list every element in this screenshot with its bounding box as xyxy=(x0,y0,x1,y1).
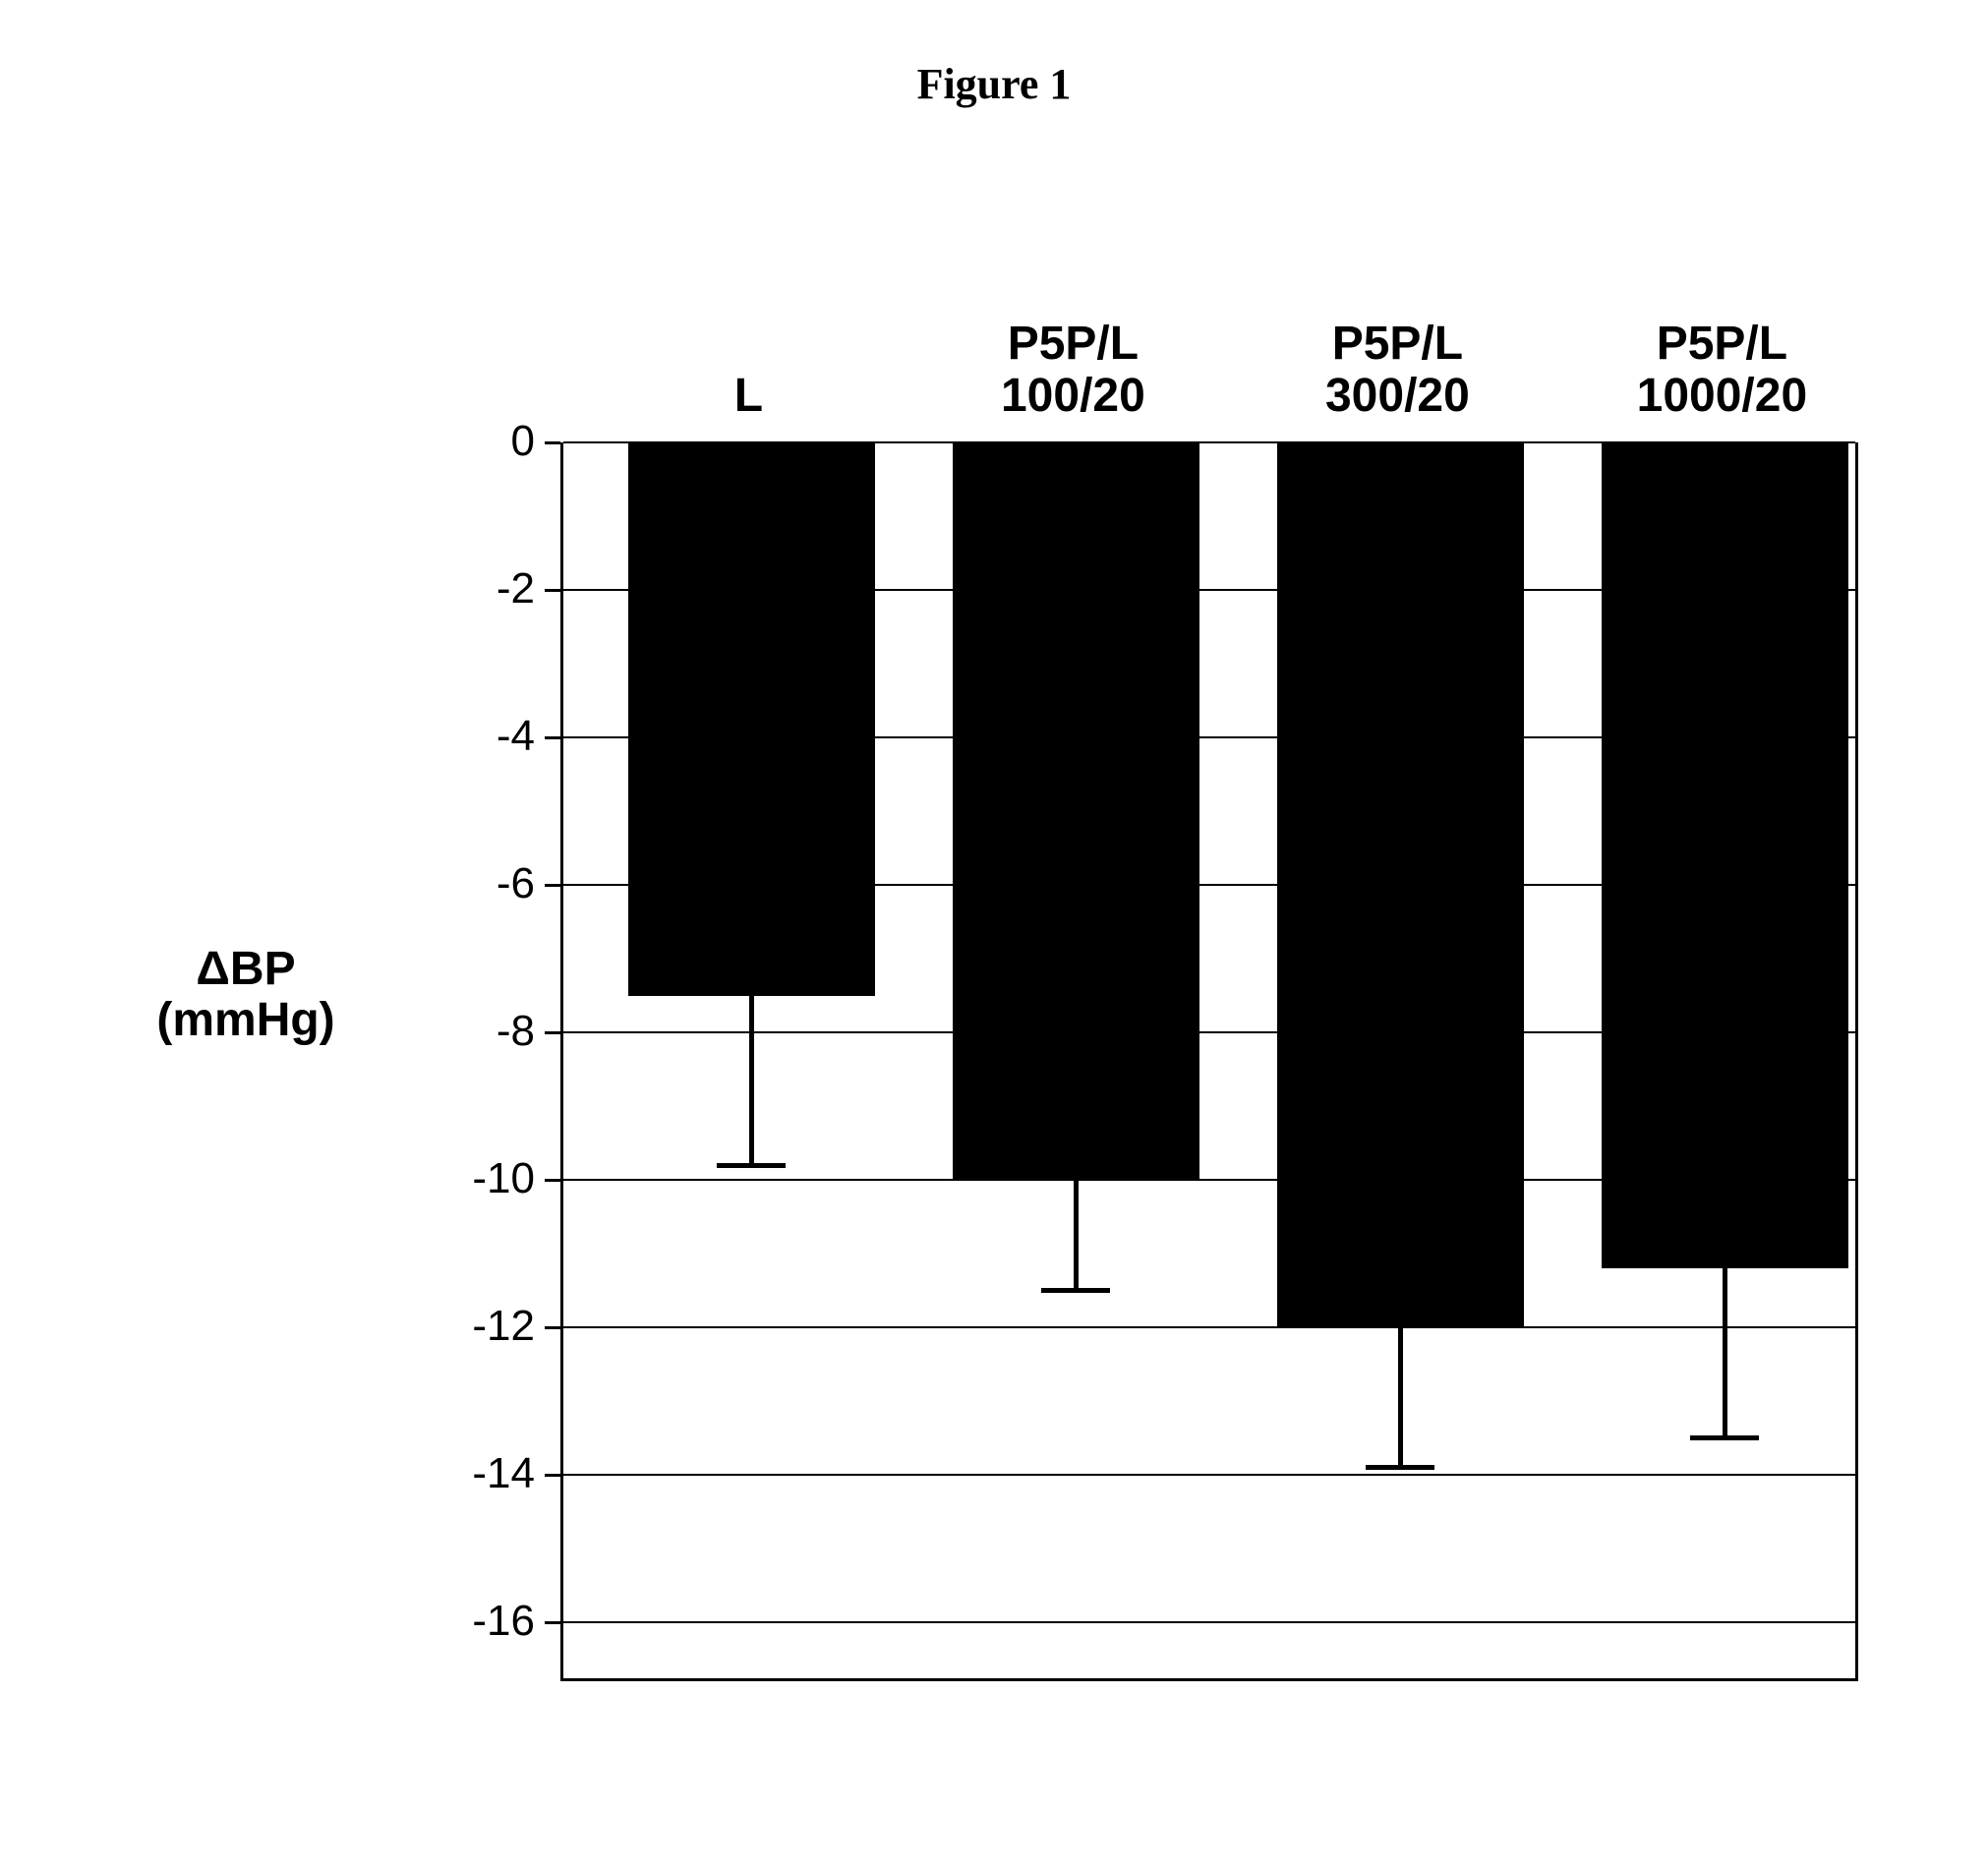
error-bar-cap xyxy=(1366,1465,1434,1470)
y-axis-label: ΔBP (mmHg) xyxy=(88,944,403,1048)
y-tick-mark xyxy=(545,441,560,444)
y-tick-mark xyxy=(545,884,560,887)
plot-area xyxy=(560,442,1858,1681)
y-tick-label: -4 xyxy=(417,712,535,761)
error-bar-stem xyxy=(1398,1327,1403,1468)
y-tick-mark xyxy=(545,1326,560,1329)
bar xyxy=(1602,442,1848,1268)
error-bar-stem xyxy=(1723,1268,1727,1438)
error-bar-cap xyxy=(1041,1288,1110,1293)
y-tick-label: -8 xyxy=(417,1007,535,1056)
bar xyxy=(1277,442,1524,1327)
error-bar-stem xyxy=(749,996,754,1166)
y-tick-label: -14 xyxy=(417,1449,535,1498)
y-tick-mark xyxy=(545,1474,560,1477)
gridline xyxy=(563,1326,1855,1328)
bar xyxy=(953,442,1199,1180)
category-label: P5P/L 1000/20 xyxy=(1564,319,1879,423)
y-tick-mark xyxy=(545,1031,560,1034)
figure-title: Figure 1 xyxy=(0,59,1988,109)
bar xyxy=(628,442,875,996)
y-tick-label: 0 xyxy=(417,417,535,466)
y-tick-label: -12 xyxy=(417,1302,535,1351)
error-bar-cap xyxy=(1690,1435,1759,1440)
y-tick-mark xyxy=(545,1179,560,1182)
y-tick-mark xyxy=(545,736,560,739)
y-tick-label: -2 xyxy=(417,564,535,614)
y-tick-label: -6 xyxy=(417,859,535,908)
y-tick-mark xyxy=(545,589,560,592)
category-label: P5P/L 100/20 xyxy=(915,319,1230,423)
category-label: P5P/L 300/20 xyxy=(1240,319,1554,423)
error-bar-stem xyxy=(1074,1180,1079,1291)
y-tick-mark xyxy=(545,1621,560,1624)
y-tick-label: -10 xyxy=(417,1154,535,1203)
error-bar-cap xyxy=(717,1163,786,1168)
y-tick-label: -16 xyxy=(417,1597,535,1646)
gridline xyxy=(563,1474,1855,1476)
gridline xyxy=(563,1621,1855,1623)
category-label: L xyxy=(591,371,906,423)
